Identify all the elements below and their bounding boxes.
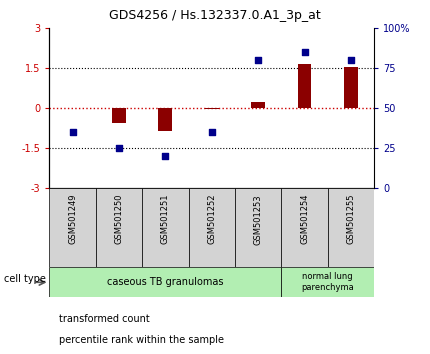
Text: transformed count: transformed count: [59, 314, 150, 324]
Bar: [49, 188, 96, 267]
Bar: [251, 102, 265, 108]
Text: GSM501249: GSM501249: [68, 194, 77, 245]
Bar: [49, 267, 281, 297]
Bar: [142, 188, 189, 267]
Bar: [96, 188, 142, 267]
Text: GDS4256 / Hs.132337.0.A1_3p_at: GDS4256 / Hs.132337.0.A1_3p_at: [109, 9, 321, 22]
Point: [162, 153, 169, 159]
Bar: [189, 188, 235, 267]
Text: cell type: cell type: [4, 274, 46, 284]
Text: caseous TB granulomas: caseous TB granulomas: [107, 277, 224, 287]
Text: GSM501252: GSM501252: [207, 194, 216, 245]
Point: [69, 129, 76, 135]
Bar: [158, 108, 172, 131]
Text: normal lung
parenchyma: normal lung parenchyma: [301, 272, 354, 292]
Text: GSM501253: GSM501253: [254, 194, 263, 245]
Bar: [235, 188, 281, 267]
Bar: [112, 108, 126, 122]
Bar: [298, 64, 311, 108]
Point: [209, 129, 215, 135]
Text: percentile rank within the sample: percentile rank within the sample: [59, 335, 224, 345]
Bar: [344, 67, 358, 108]
Bar: [205, 108, 219, 109]
Bar: [281, 267, 374, 297]
Point: [301, 50, 308, 55]
Point: [347, 57, 354, 63]
Point: [116, 145, 123, 151]
Bar: [281, 188, 328, 267]
Text: GSM501251: GSM501251: [161, 194, 170, 245]
Point: [255, 57, 261, 63]
Text: GSM501255: GSM501255: [347, 194, 356, 245]
Text: GSM501254: GSM501254: [300, 194, 309, 245]
Bar: [328, 188, 374, 267]
Text: GSM501250: GSM501250: [114, 194, 123, 245]
